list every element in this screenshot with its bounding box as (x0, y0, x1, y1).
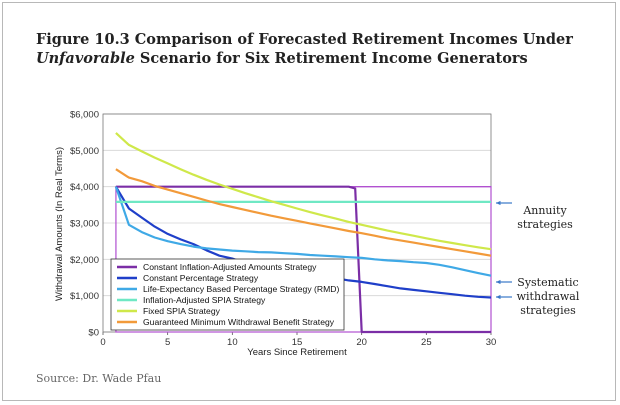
x-tick-label: 10 (227, 337, 238, 348)
x-tick-label: 20 (356, 337, 367, 348)
x-tick-label: 15 (292, 337, 303, 348)
figure-title-line1: Figure 10.3 Comparison of Forecasted Ret… (36, 31, 573, 48)
x-tick-label: 25 (421, 337, 432, 348)
figure-title-emphasis: Unfavorable (36, 50, 135, 67)
legend-label: Fixed SPIA Strategy (143, 306, 221, 316)
y-tick-label: $4,000 (70, 182, 99, 193)
annotation-text: Systematic (517, 276, 578, 289)
x-tick-label: 30 (486, 337, 497, 348)
y-tick-label: $0 (88, 328, 99, 339)
annotation-text: strategies (517, 218, 573, 231)
figure-title-line2: Unfavorable Scenario for Six Retirement … (36, 49, 596, 68)
y-tick-label: $6,000 (70, 110, 99, 121)
annotation-arrowhead (496, 200, 501, 206)
legend-label: Guaranteed Minimum Withdrawal Benefit St… (143, 317, 335, 327)
legend-label: Constant Inflation-Adjusted Amounts Stra… (143, 262, 317, 272)
source-note: Source: Dr. Wade Pfau (36, 372, 162, 385)
y-axis-label: Withdrawal Amounts (In Real Terms) (54, 147, 65, 301)
x-tick-label: 5 (165, 337, 170, 348)
series-line (115, 132, 492, 251)
annotation-text: strategies (520, 304, 576, 317)
figure-title-rest: Scenario for Six Retirement Income Gener… (134, 50, 528, 67)
legend-label: Inflation-Adjusted SPIA Strategy (143, 295, 266, 305)
figure-title: Figure 10.3 Comparison of Forecasted Ret… (36, 30, 596, 68)
y-tick-label: $2,000 (70, 255, 99, 266)
legend: Constant Inflation-Adjusted Amounts Stra… (110, 258, 345, 331)
annotations: AnnuitystrategiesSystematicwithdrawalstr… (496, 200, 580, 317)
annotation-arrowhead (496, 294, 501, 300)
y-tick-label: $1,000 (70, 291, 99, 302)
series-line (115, 185, 491, 334)
legend-box (110, 258, 345, 331)
annotation-arrowhead (496, 279, 501, 285)
annotation-text: Annuity (522, 204, 567, 217)
legend-label: Constant Percentage Strategy (143, 273, 259, 283)
legend-label: Life-Expectancy Based Percentage Strateg… (143, 284, 339, 294)
y-tick-label: $3,000 (70, 219, 99, 230)
x-tick-label: 0 (100, 337, 105, 348)
annotation-text: withdrawal (517, 290, 580, 303)
x-axis-label: Years Since Retirement (247, 347, 347, 358)
y-tick-label: $5,000 (70, 146, 99, 157)
series-line (115, 168, 492, 257)
series-line (114, 186, 492, 277)
